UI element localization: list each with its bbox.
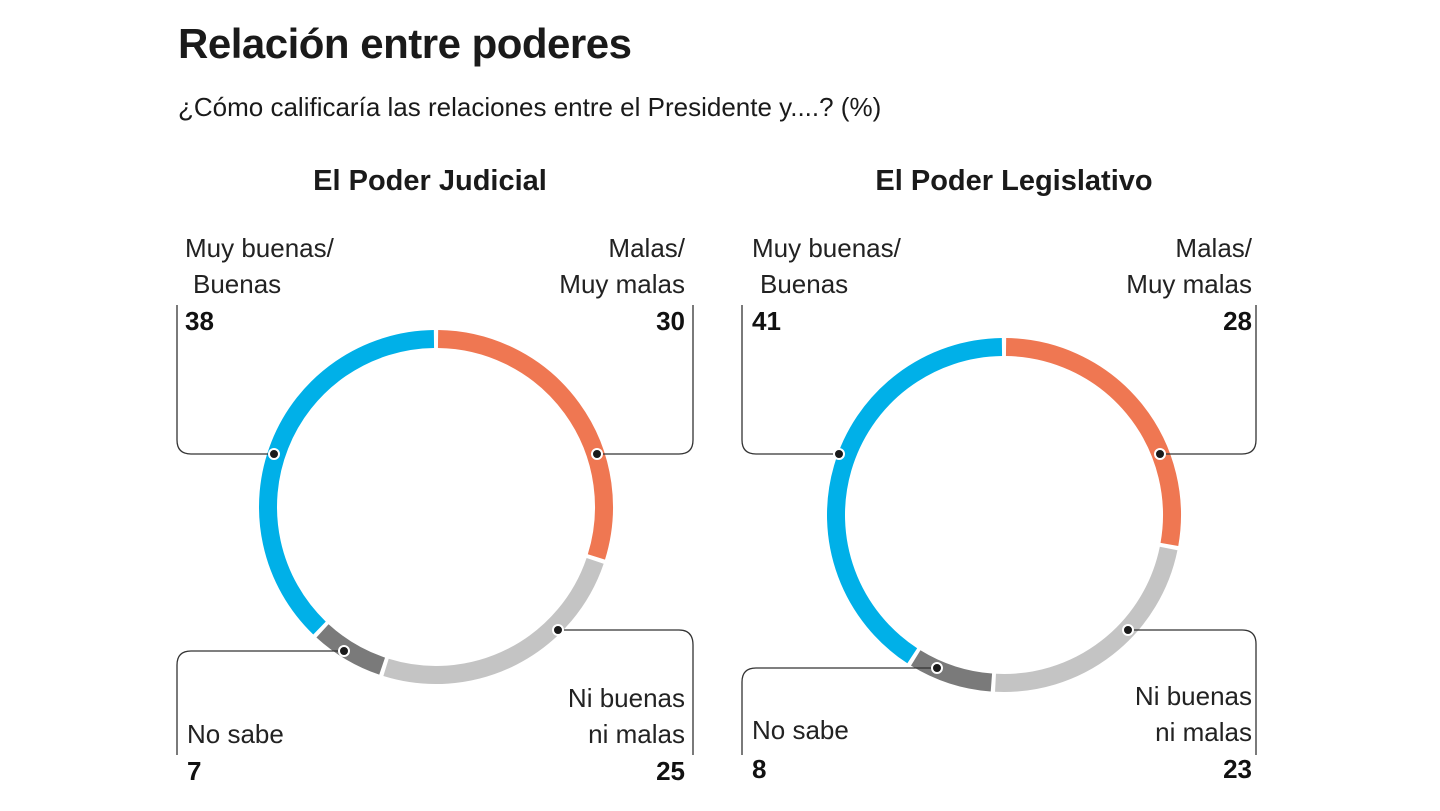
- donut-slice: [1005, 338, 1181, 547]
- label-ni: Ni buenas ni malas: [567, 683, 685, 749]
- leader-dot: [1154, 448, 1166, 460]
- label-malas: Malas/ Muy malas: [559, 233, 685, 299]
- leader-dot: [338, 645, 350, 657]
- value-buenas: 41: [752, 306, 781, 336]
- donut-slice: [437, 330, 613, 560]
- chart-subtitle: ¿Cómo calificaría las relaciones entre e…: [178, 92, 882, 122]
- donut-panel-legislativo: El Poder Legislativo Muy buenas/ Buenas …: [730, 150, 1290, 811]
- chart-title: Relación entre poderes: [178, 20, 632, 67]
- leader-dot: [591, 448, 603, 460]
- leader-line: [741, 305, 839, 455]
- leader-line: [1128, 629, 1257, 755]
- donut-slice: [259, 330, 435, 635]
- value-ni: 23: [1223, 754, 1252, 784]
- value-malas: 30: [656, 306, 685, 336]
- leader-line: [558, 629, 694, 755]
- donut-slice: [910, 650, 993, 692]
- leader-line: [597, 305, 694, 455]
- panel-title: El Poder Legislativo: [875, 165, 1153, 197]
- leader-dot: [931, 662, 943, 674]
- leader-dot: [552, 624, 564, 636]
- leader-dot: [268, 448, 280, 460]
- donut-chart-legislativo: [741, 305, 1257, 755]
- value-malas: 28: [1223, 306, 1252, 336]
- donut-slice: [316, 624, 386, 675]
- value-buenas: 38: [185, 306, 214, 336]
- value-ni: 25: [656, 756, 685, 786]
- value-nosabe: 8: [752, 754, 767, 784]
- label-nosabe: No sabe: [752, 715, 849, 745]
- leader-line: [176, 650, 344, 755]
- label-buenas: Muy buenas/ Buenas: [752, 233, 901, 299]
- leader-line: [741, 667, 937, 755]
- donut-panel-judicial: El Poder Judicial Muy buenas/ Buenas 38 …: [165, 150, 725, 811]
- value-nosabe: 7: [187, 756, 202, 786]
- donut-slice: [383, 557, 604, 684]
- leader-line: [176, 305, 274, 455]
- label-buenas: Muy buenas/ Buenas: [185, 233, 334, 299]
- leader-dot: [1122, 624, 1134, 636]
- donut-slice: [827, 338, 1003, 664]
- donut-slice: [995, 546, 1178, 692]
- panel-title: El Poder Judicial: [313, 165, 547, 197]
- donut-chart-judicial: [176, 305, 694, 755]
- leader-dot: [833, 448, 845, 460]
- label-malas: Malas/ Muy malas: [1126, 233, 1252, 299]
- label-ni: Ni buenas ni malas: [1134, 681, 1252, 747]
- leader-line: [1160, 305, 1257, 455]
- label-nosabe: No sabe: [187, 719, 284, 749]
